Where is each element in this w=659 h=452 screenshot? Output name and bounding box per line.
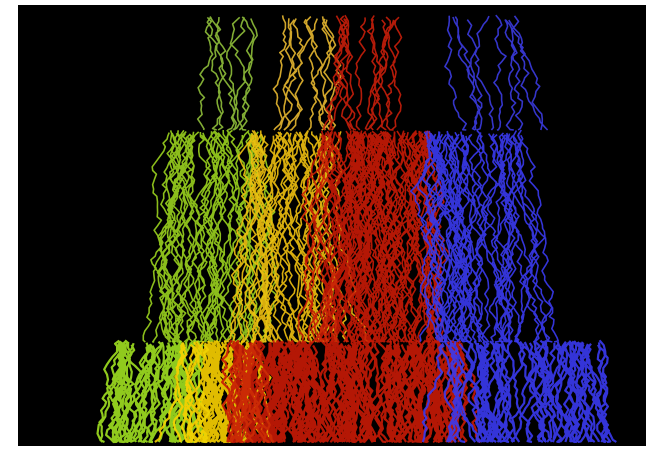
- body: (() => { const svg = document.getElement…: [0, 0, 659, 452]
- page: {} html, body { margin: 0; padding: 0; b…: [0, 0, 659, 452]
- image: [0, 0, 659, 452]
